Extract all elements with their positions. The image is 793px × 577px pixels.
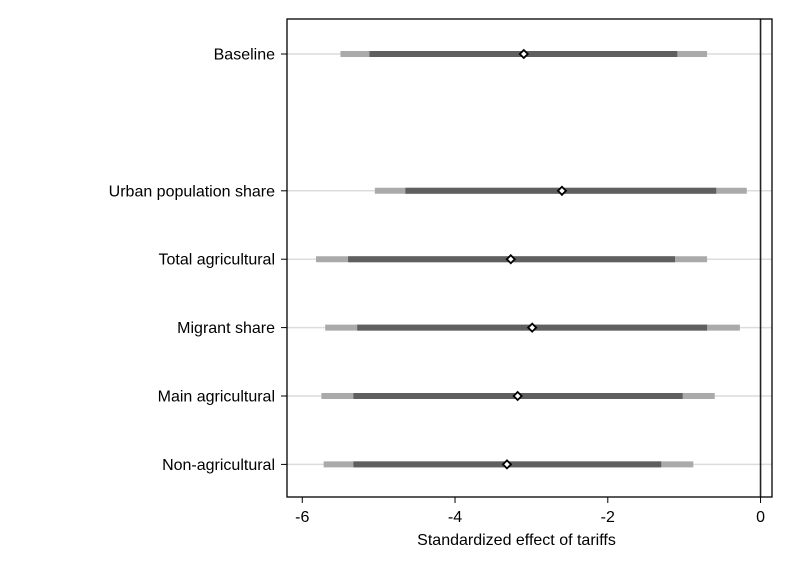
y-tick-label: Main agricultural	[158, 389, 275, 406]
estimate-marker	[512, 390, 523, 402]
x-axis: -6 -4 -2 0	[295, 497, 765, 526]
plot-frame	[286, 18, 773, 498]
y-tick-label: Total agricultural	[159, 252, 276, 269]
estimate-marker	[518, 48, 530, 60]
x-tick-label: -6	[295, 509, 309, 526]
y-tick-label: Urban population share	[109, 183, 275, 200]
estimate-marker	[526, 322, 538, 333]
x-tick-label: -2	[601, 509, 615, 526]
y-tick-label: Non-agricultural	[162, 457, 275, 474]
x-axis-title: Standardized effect of tariffs	[417, 532, 616, 549]
x-tick-label: 0	[756, 509, 765, 526]
y-tick-label: Migrant share	[177, 320, 275, 337]
estimate-marker	[556, 185, 568, 197]
y-axis: Baseline Urban population share Total agri…	[109, 47, 287, 474]
estimate-marker	[501, 459, 513, 470]
estimate-marker	[505, 253, 517, 265]
inner-confidence-intervals	[348, 51, 717, 468]
point-estimates	[501, 48, 568, 470]
y-tick-label: Baseline	[214, 47, 275, 64]
x-tick-label: -4	[448, 509, 462, 526]
